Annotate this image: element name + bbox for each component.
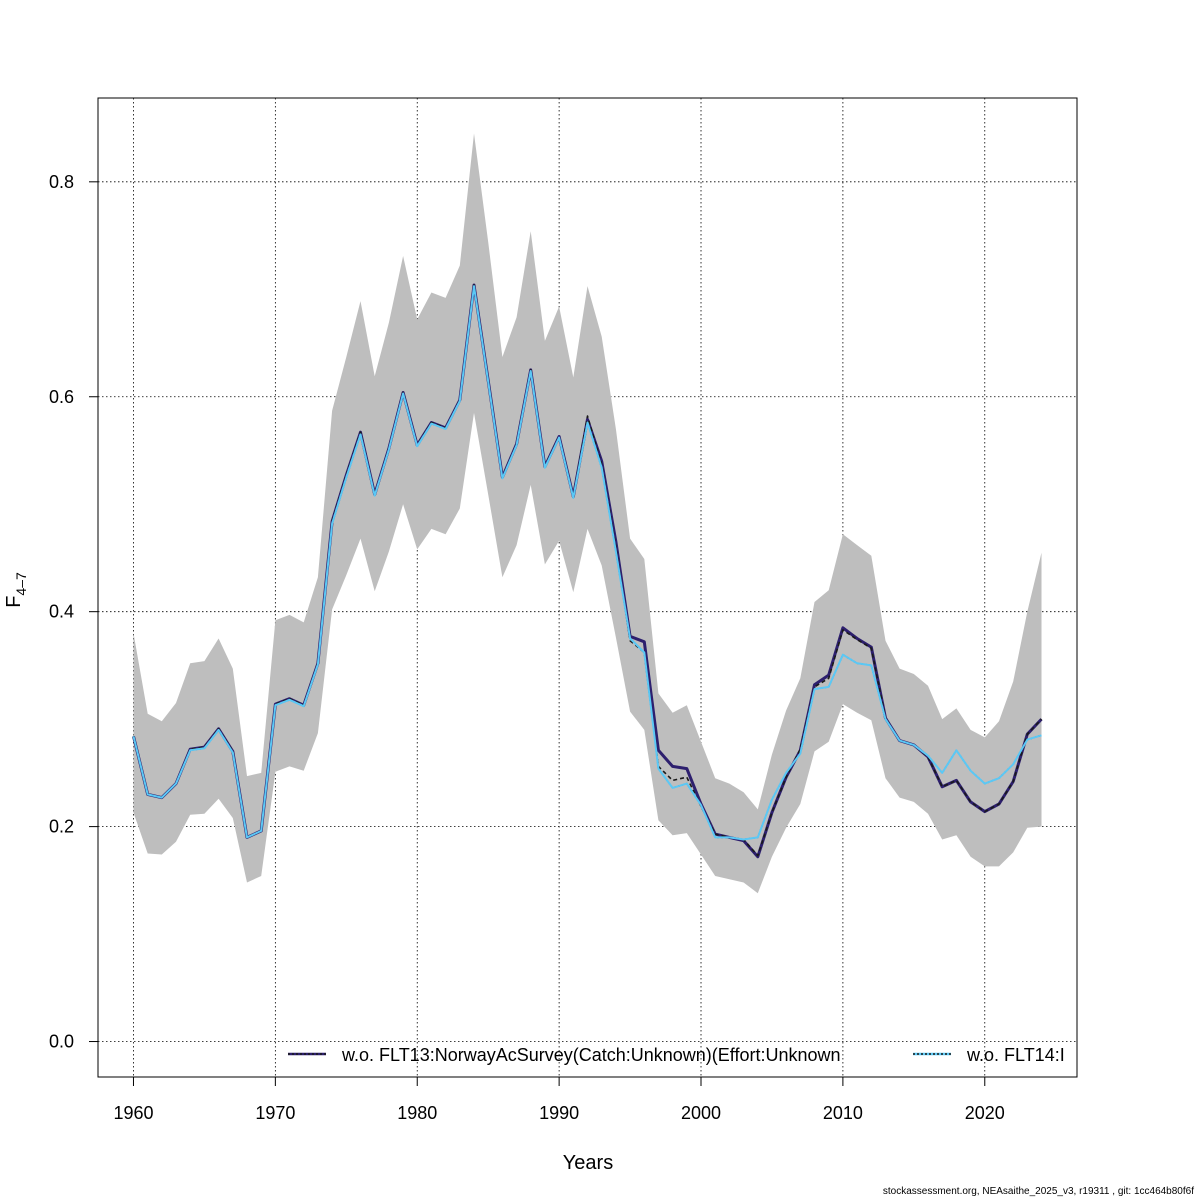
x-axis-title: Years — [563, 1152, 613, 1174]
x-tick-label: 2020 — [965, 1103, 1005, 1123]
series-line-4 — [132, 285, 1042, 841]
footer-credit: stockassessment.org, NEAsaithe_2025_v3, … — [882, 1186, 1194, 1197]
y-tick-label: 0.4 — [49, 602, 74, 622]
plot-frame — [97, 97, 1078, 1078]
y-tick-label: 0.6 — [49, 387, 74, 407]
confidence-band — [133, 133, 1042, 894]
x-tick-label: 1970 — [255, 1103, 295, 1123]
x-tick-label: 1960 — [113, 1103, 153, 1123]
y-axis-title-main: F — [3, 596, 25, 608]
legend-label-1: w.o. FLT13:NorwayAcSurvey(Catch:Unknown)… — [341, 1045, 841, 1065]
y-tick-label: 0.2 — [49, 817, 74, 837]
x-tick-label: 2000 — [681, 1103, 721, 1123]
legend: w.o. FLT13:NorwayAcSurvey(Catch:Unknown)… — [288, 1045, 1065, 1065]
x-tick-label: 2010 — [823, 1103, 863, 1123]
y-tick-label: 0.0 — [49, 1032, 74, 1052]
x-tick-label: 1990 — [539, 1103, 579, 1123]
series-line-2 — [132, 284, 1043, 857]
legend-label-2: w.o. FLT14:I — [966, 1045, 1065, 1065]
axes: 1960 1970 1980 1990 2000 2010 2020 0.0 0.2 0.4 0.6… — [49, 172, 1005, 1123]
grid-lines — [98, 98, 1077, 1077]
y-axis-title: F4–7 — [3, 572, 29, 608]
plot-area — [132, 133, 1043, 894]
y-axis-title-subscript: 4–7 — [13, 572, 29, 596]
x-tick-label: 1980 — [397, 1103, 437, 1123]
y-tick-label: 0.8 — [49, 172, 74, 192]
